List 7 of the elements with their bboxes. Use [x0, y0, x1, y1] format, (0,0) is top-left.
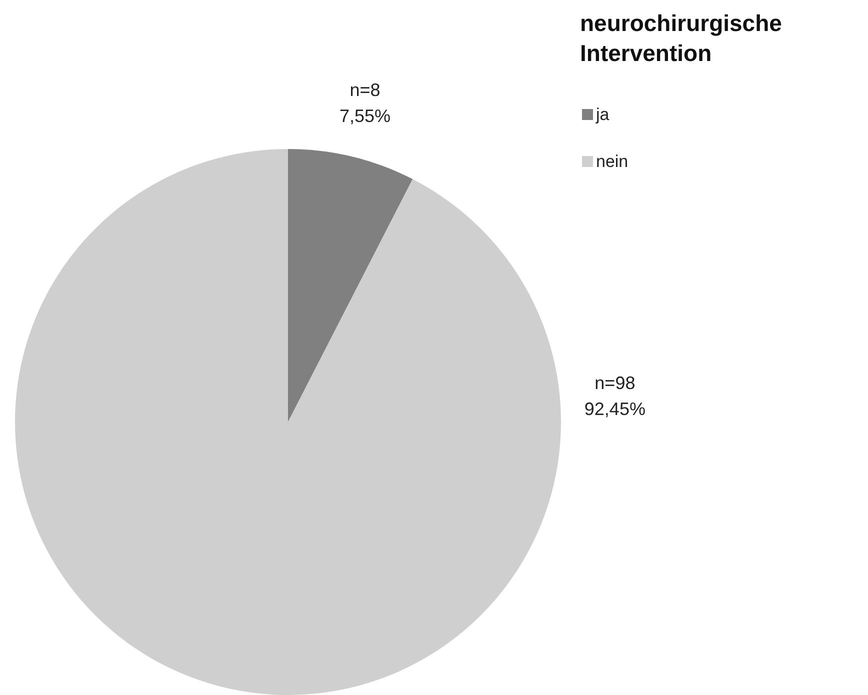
- pie-slice: [288, 149, 413, 422]
- pie-slice: [15, 149, 560, 695]
- data-label: n=8 7,55%: [340, 80, 391, 126]
- legend-label: ja: [595, 105, 610, 124]
- legend-title: neurochirurgische Intervention: [580, 10, 782, 66]
- legend-label: nein: [596, 152, 628, 171]
- data-label: n=98 92,45%: [584, 372, 646, 419]
